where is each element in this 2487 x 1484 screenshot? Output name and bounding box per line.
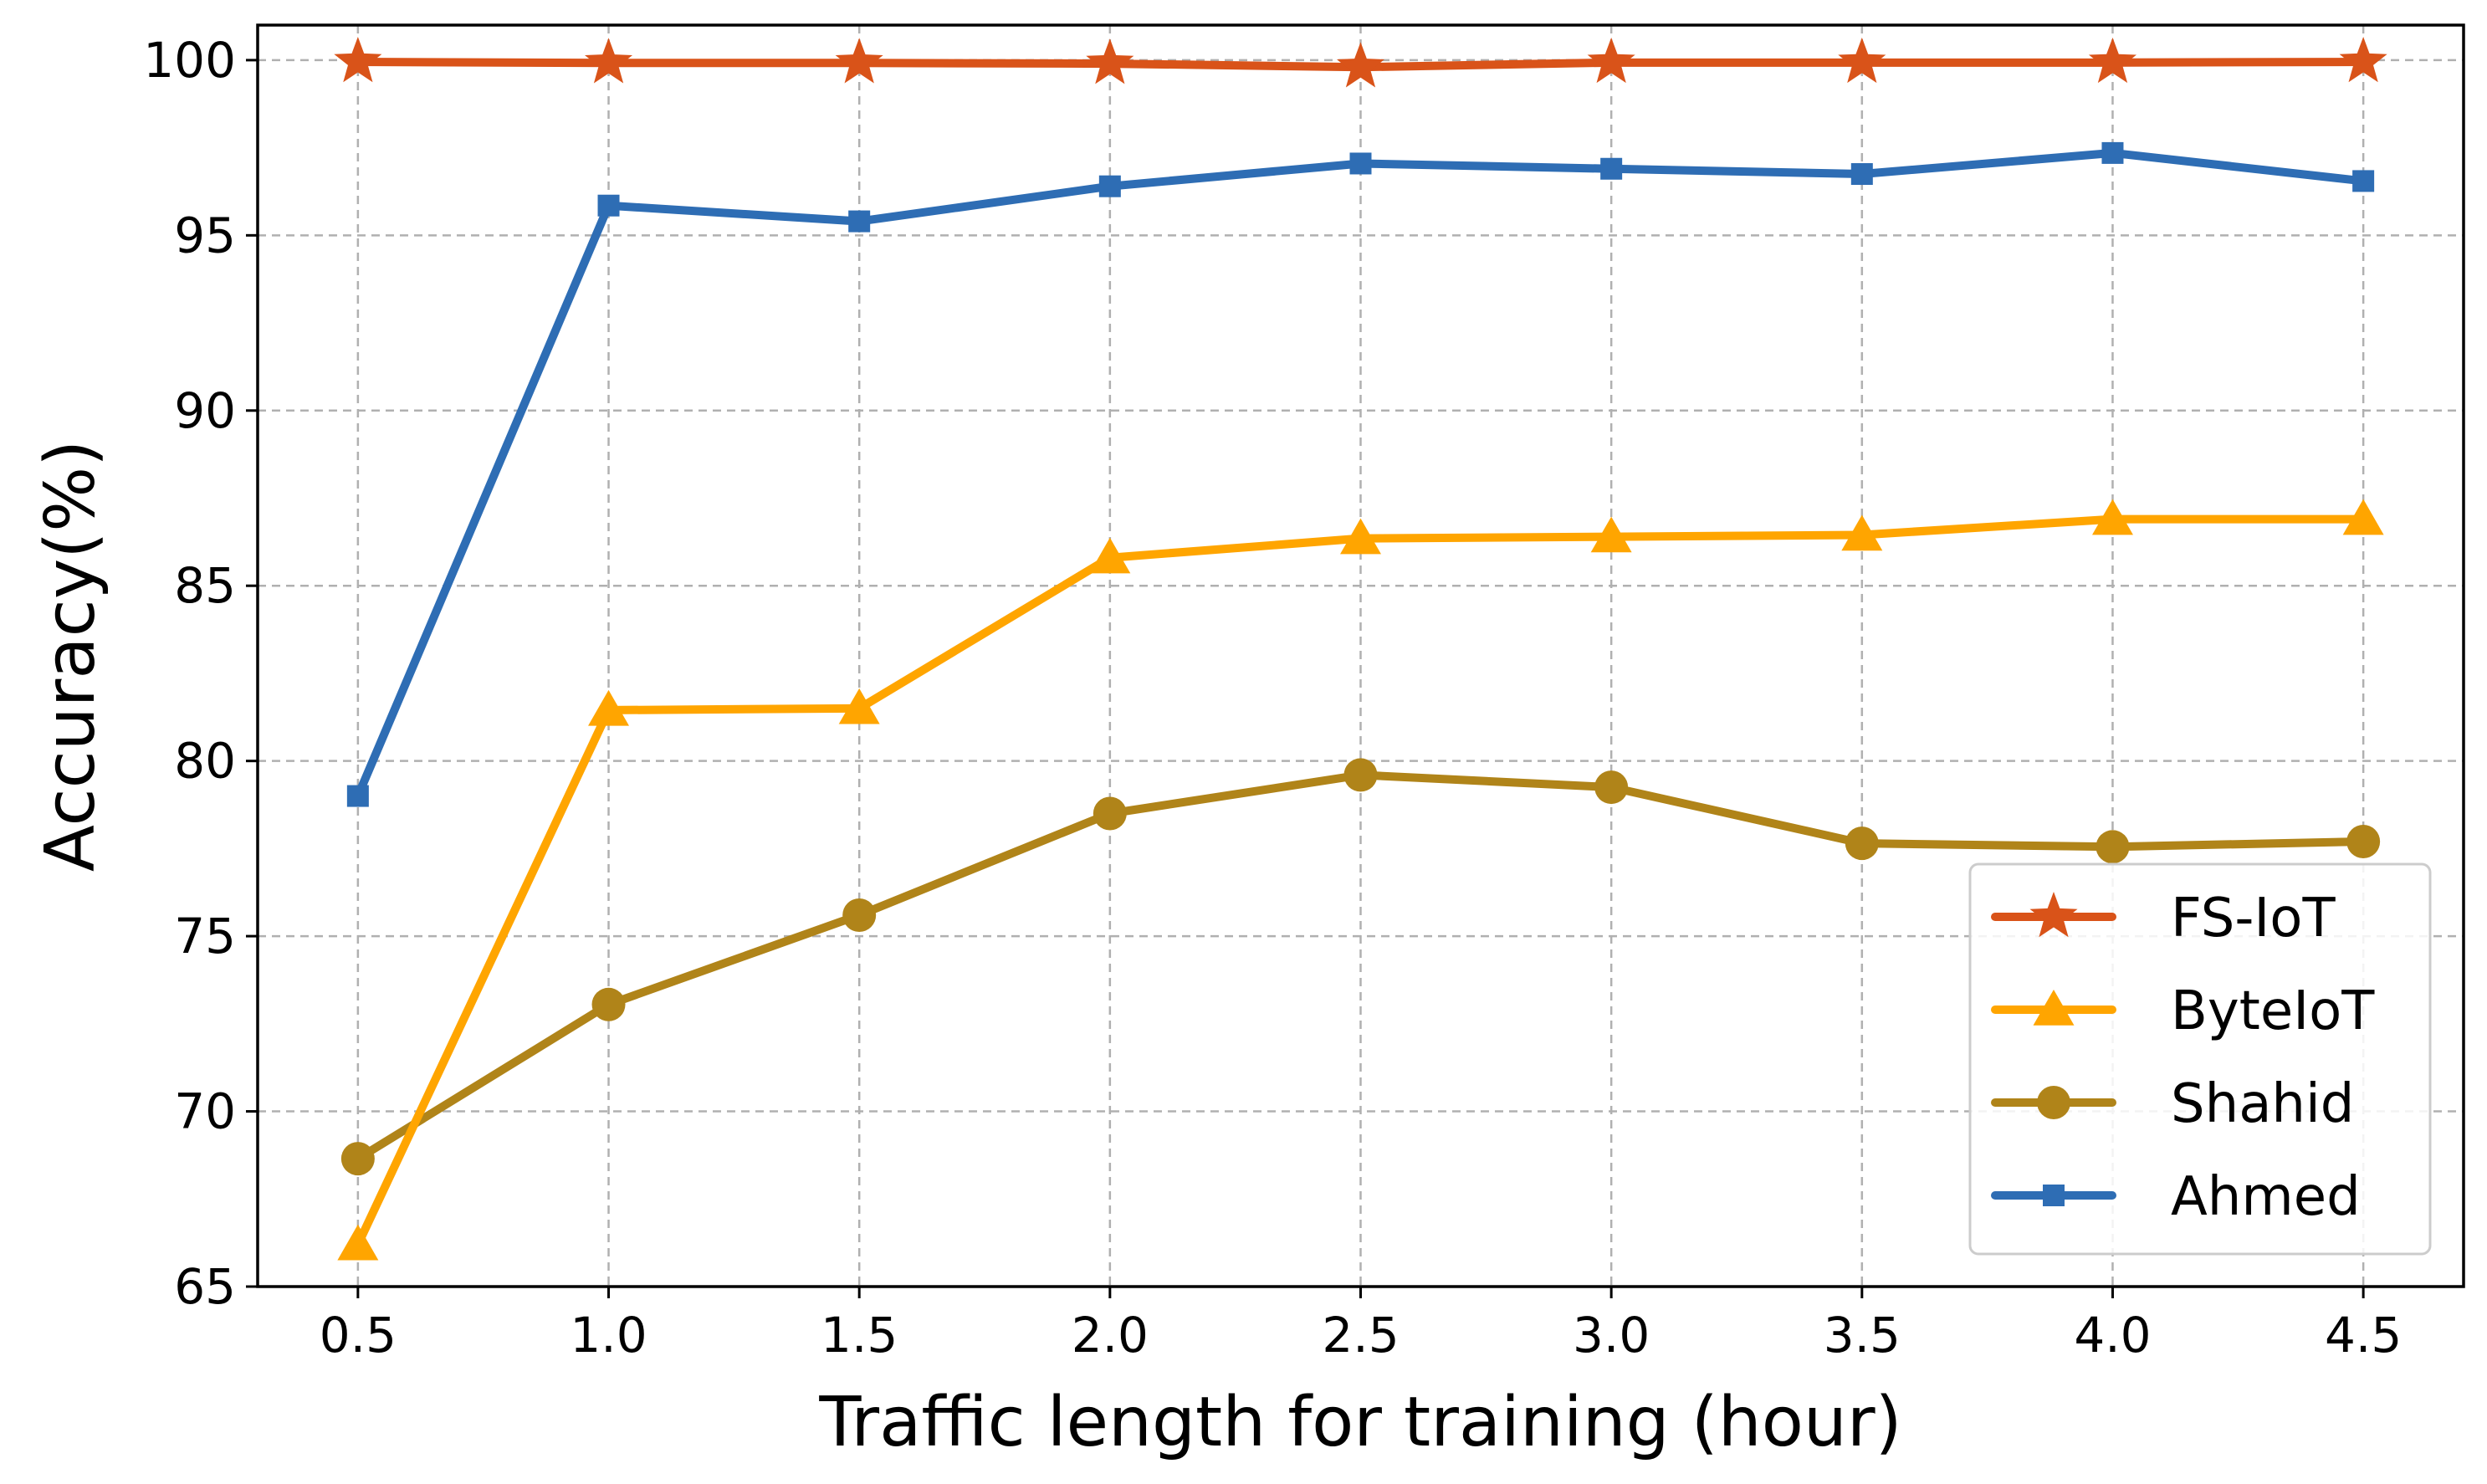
data-point-star (1336, 42, 1385, 88)
legend-label: Ahmed (2171, 1166, 2361, 1228)
data-point-circle (1093, 796, 1127, 831)
y-tick-label: 80 (174, 733, 236, 790)
legend-marker-circle (2037, 1086, 2070, 1119)
data-point-triangle (1590, 516, 1632, 553)
data-point-square (2101, 141, 2124, 164)
x-axis-label: Traffic length for training (hour) (818, 1383, 1901, 1462)
data-point-square (1349, 152, 1372, 175)
legend-item: Shahid (1991, 1073, 2354, 1135)
legend-item: FS-IoT (1991, 888, 2336, 949)
data-point-star (2339, 36, 2387, 83)
data-point-circle (1845, 826, 1879, 861)
x-tick-label: 2.5 (1322, 1307, 1399, 1364)
data-point-triangle (2091, 499, 2133, 535)
legend-item: ByteIoT (1991, 980, 2375, 1042)
data-point-circle (1343, 758, 1378, 792)
x-tick-label: 4.0 (2074, 1307, 2151, 1364)
legend-item: Ahmed (1991, 1166, 2361, 1228)
data-point-star (1838, 37, 1886, 84)
data-point-star (835, 38, 883, 84)
y-tick-label: 75 (174, 908, 236, 965)
data-point-circle (2096, 830, 2130, 864)
data-point-circle (1594, 770, 1629, 805)
legend-marker-triangle (2033, 990, 2075, 1026)
legend-marker-star (2029, 892, 2078, 938)
data-point-circle (2346, 825, 2381, 859)
y-tick-label: 95 (174, 207, 236, 264)
data-point-triangle (1089, 537, 1131, 574)
data-point-star (2088, 37, 2137, 84)
x-tick-label: 4.5 (2325, 1307, 2402, 1364)
data-point-triangle (1340, 518, 1381, 555)
data-point-circle (842, 898, 877, 932)
data-point-square (1600, 157, 1623, 180)
x-tick-label: 2.0 (1072, 1307, 1149, 1364)
data-point-circle (591, 987, 626, 1021)
legend: FS-IoT ByteIoT Shahid Ahmed (1968, 862, 2432, 1256)
data-point-square (1850, 163, 1873, 186)
x-tick-label: 0.5 (320, 1307, 397, 1364)
data-point-triangle (2342, 499, 2384, 535)
data-point-triangle (1841, 514, 1883, 551)
y-tick-label: 85 (174, 557, 236, 614)
legend-marker-square (2043, 1185, 2065, 1206)
data-point-star (334, 36, 382, 83)
data-point-star (584, 38, 633, 84)
y-axis-label: Accuracy(%) (31, 440, 110, 872)
y-tick-label: 100 (143, 32, 236, 89)
data-point-triangle (337, 1224, 379, 1261)
y-tick-label: 70 (174, 1083, 236, 1140)
x-tick-label: 3.0 (1573, 1307, 1650, 1364)
series-fs-iot (334, 36, 2387, 88)
y-tick-label: 90 (174, 382, 236, 439)
data-point-square (2352, 170, 2375, 192)
data-point-circle (340, 1142, 375, 1176)
data-point-star (1587, 37, 1635, 84)
legend-label: FS-IoT (2171, 888, 2336, 949)
ticks-layer: 0.5 1.0 1.5 2.0 2.5 3.0 3.5 4.0 4.5 65 70 75 80 85 90 9… (143, 32, 2402, 1364)
data-point-triangle (838, 688, 880, 724)
x-tick-label: 1.5 (821, 1307, 898, 1364)
data-point-square (346, 785, 369, 807)
y-tick-label: 65 (174, 1258, 236, 1315)
series-byteiot (337, 499, 2384, 1261)
legend-box (1968, 862, 2432, 1256)
data-point-square (848, 210, 871, 233)
legend-label: Shahid (2171, 1073, 2354, 1135)
data-point-star (1086, 38, 1134, 84)
x-tick-label: 3.5 (1824, 1307, 1901, 1364)
series-shahid (340, 758, 2381, 1176)
data-point-triangle (588, 689, 630, 726)
series-layer (334, 36, 2387, 1261)
legend-label: ByteIoT (2171, 980, 2375, 1042)
x-tick-label: 1.0 (570, 1307, 647, 1364)
data-point-square (597, 194, 620, 217)
series-ahmed (346, 141, 2375, 807)
data-point-square (1098, 175, 1121, 197)
